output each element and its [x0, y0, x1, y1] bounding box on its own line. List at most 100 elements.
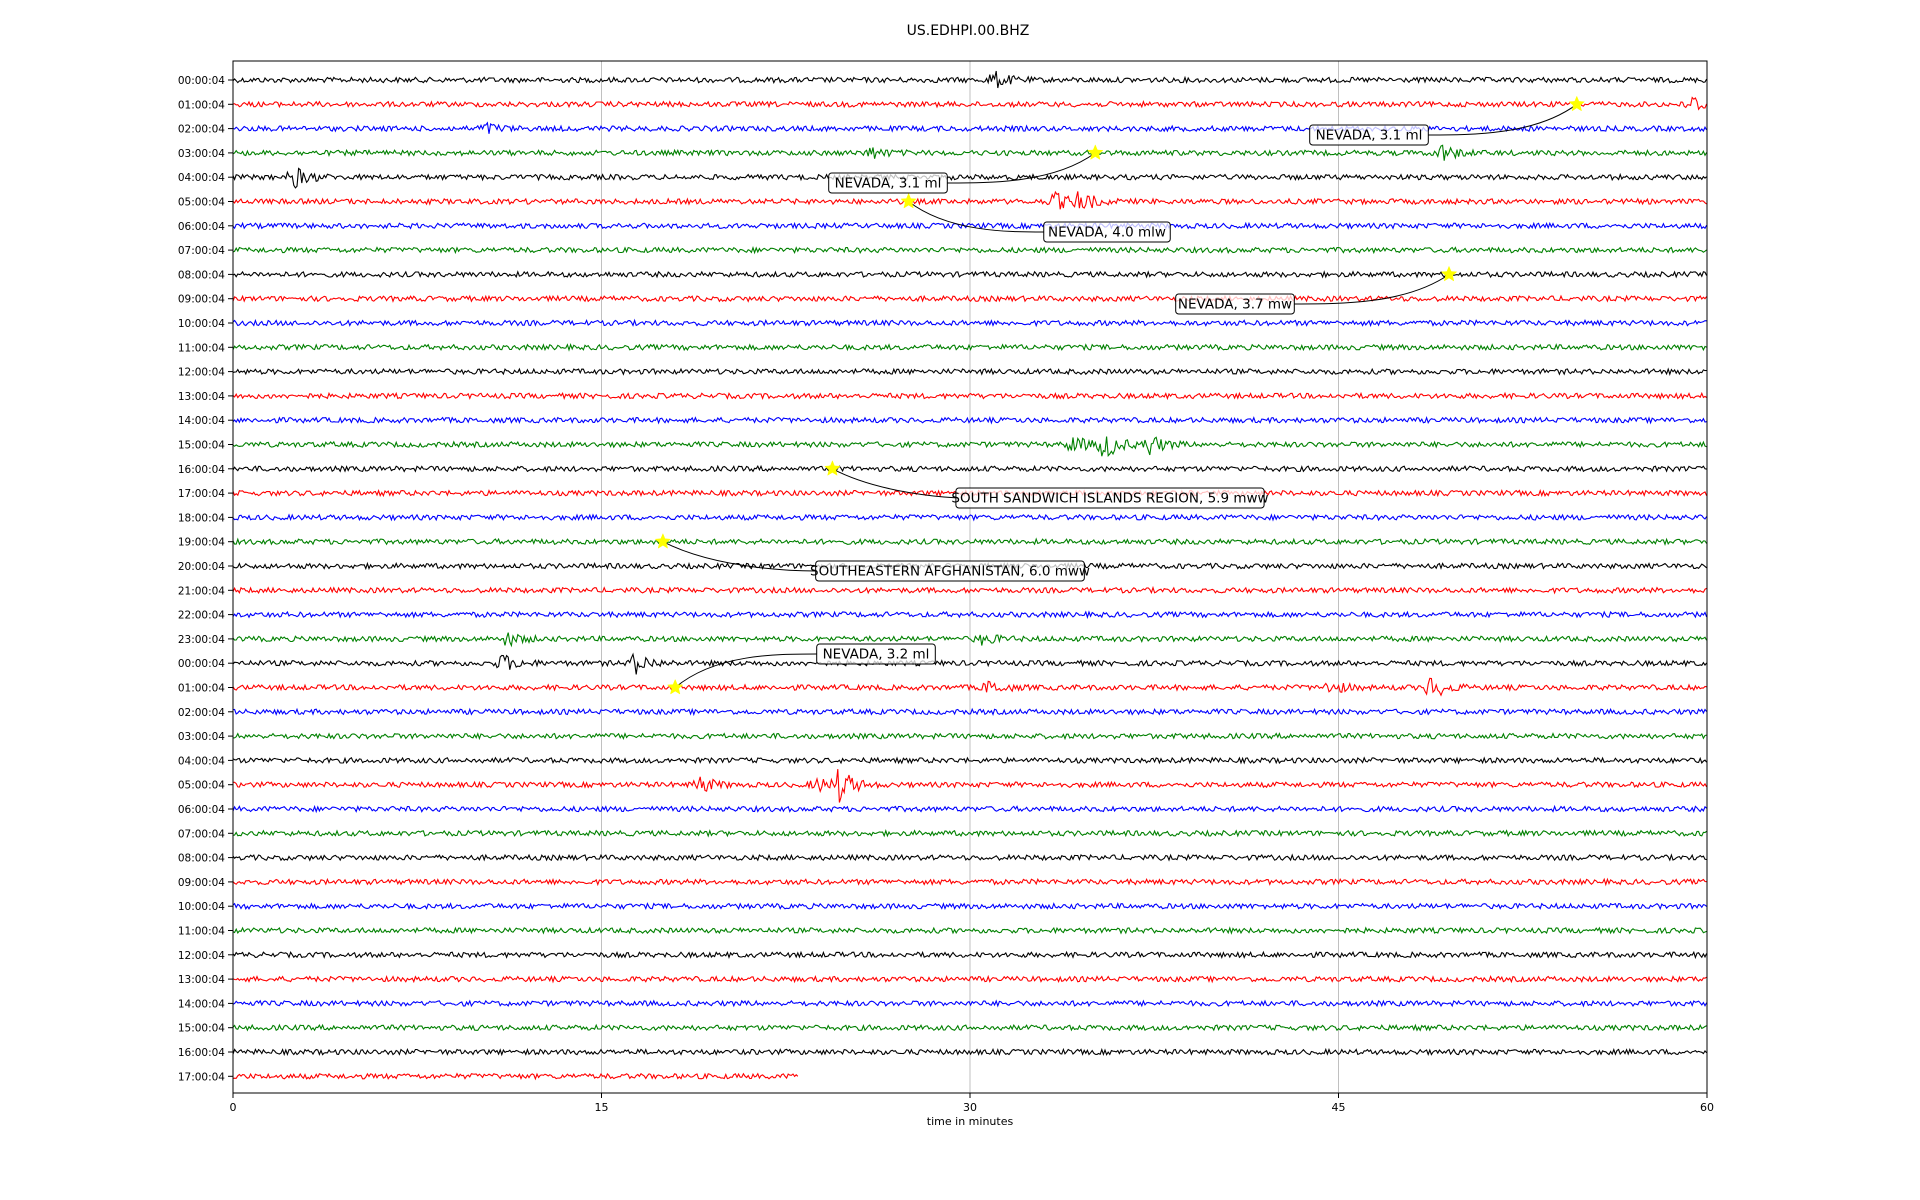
row-time-label: 06:00:04 — [178, 804, 225, 816]
event-annotation: NEVADA, 3.7 mw — [1175, 265, 1458, 315]
trace-row — [232, 804, 1707, 814]
trace-row — [232, 270, 1708, 279]
x-tick-label: 15 — [595, 1101, 609, 1114]
row-time-label: 15:00:04 — [178, 440, 225, 452]
x-axis-ticks: 0 15 30 45 60 — [230, 1093, 1714, 1114]
row-time-label: 03:00:04 — [178, 731, 225, 743]
trace-row — [232, 974, 1707, 984]
trace-row — [232, 1047, 1708, 1057]
event-connector — [908, 201, 1044, 233]
row-time-label: 10:00:04 — [178, 901, 225, 913]
row-time-label: 01:00:04 — [178, 683, 225, 695]
trace-row — [232, 343, 1707, 352]
x-axis-label: time in minutes — [927, 1115, 1014, 1128]
row-time-label: 23:00:04 — [178, 634, 225, 646]
event-label-box — [815, 560, 1085, 582]
row-time-label: 00:00:04 — [178, 75, 225, 87]
event-star-marker — [654, 533, 672, 549]
event-label: NEVADA, 3.7 mw — [1178, 297, 1292, 313]
event-star-marker — [824, 460, 841, 476]
trace-row — [232, 190, 1707, 210]
trace-row — [232, 367, 1707, 376]
trace-row — [232, 436, 1707, 458]
trace-row — [232, 999, 1708, 1008]
row-time-label: 20:00:04 — [178, 561, 225, 573]
x-tick-label: 0 — [230, 1101, 237, 1114]
event-star-marker — [1440, 265, 1458, 282]
event-label-box — [1175, 293, 1295, 315]
plot-frame — [232, 60, 1708, 1094]
event-label: NEVADA, 4.0 mlw — [1048, 225, 1166, 241]
trace-row — [232, 632, 1708, 648]
row-time-label: 02:00:04 — [178, 707, 225, 719]
event-label: NEVADA, 3.1 ml — [1316, 128, 1423, 144]
trace-row — [232, 926, 1707, 935]
trace-row — [232, 294, 1708, 303]
event-label: SOUTHEASTERN AFGHANISTAN, 6.0 mww — [810, 564, 1090, 580]
row-time-label: 06:00:04 — [178, 221, 225, 233]
trace-row — [232, 877, 1707, 887]
event-annotation: NEVADA, 4.0 mlw — [900, 192, 1171, 243]
event-star-marker — [1087, 144, 1104, 160]
event-label: NEVADA, 3.2 ml — [823, 647, 930, 663]
x-tick-label: 30 — [963, 1101, 977, 1114]
row-time-label: 13:00:04 — [178, 391, 225, 403]
x-tick-label: 45 — [1332, 1101, 1346, 1114]
row-time-label: 08:00:04 — [178, 853, 225, 865]
trace-row — [232, 828, 1707, 838]
trace-row — [232, 707, 1708, 717]
event-label-box — [828, 172, 948, 194]
row-time-label: 07:00:04 — [178, 828, 225, 840]
event-label-box — [955, 487, 1265, 509]
event-star-marker — [1568, 95, 1586, 112]
row-time-label: 09:00:04 — [178, 294, 225, 306]
row-time-label: 08:00:04 — [178, 269, 225, 281]
event-label: NEVADA, 3.1 ml — [835, 176, 942, 192]
trace-row — [232, 585, 1707, 595]
row-time-label: 16:00:04 — [178, 464, 225, 476]
event-annotation: SOUTH SANDWICH ISLANDS REGION, 5.9 mww — [824, 460, 1269, 509]
trace-row — [232, 391, 1707, 401]
event-annotation: NEVADA, 3.2 ml — [666, 643, 936, 695]
event-label: SOUTH SANDWICH ISLANDS REGION, 5.9 mww — [951, 491, 1268, 507]
row-time-label: 10:00:04 — [178, 318, 225, 330]
row-time-label: 17:00:04 — [178, 488, 225, 500]
trace-row — [232, 1072, 799, 1081]
row-time-label: 09:00:04 — [178, 877, 225, 889]
event-annotation: NEVADA, 3.1 ml — [828, 144, 1104, 194]
row-time-label: 19:00:04 — [178, 537, 225, 549]
event-annotations: NEVADA, 3.1 ml NEVADA, 3.1 ml NEVADA, 4.0 … — [654, 95, 1586, 695]
row-time-label: 21:00:04 — [178, 585, 225, 597]
trace-row — [232, 1023, 1707, 1032]
row-time-label: 05:00:04 — [178, 197, 225, 209]
event-connector — [674, 653, 817, 688]
x-tick-label: 60 — [1700, 1101, 1714, 1114]
row-time-label: 03:00:04 — [178, 148, 225, 160]
trace-row — [232, 221, 1708, 230]
row-time-label: 14:00:04 — [178, 998, 225, 1010]
event-connector — [1294, 273, 1450, 305]
row-time-label: 22:00:04 — [178, 610, 225, 622]
traces — [232, 70, 1708, 1081]
trace-row — [232, 902, 1707, 911]
row-time-label: 04:00:04 — [178, 755, 225, 767]
row-time-label: 12:00:04 — [178, 367, 225, 379]
trace-row — [232, 610, 1708, 620]
event-annotation: SOUTHEASTERN AFGHANISTAN, 6.0 mww — [654, 533, 1090, 582]
row-time-label: 02:00:04 — [178, 124, 225, 136]
event-label-box — [1043, 221, 1171, 243]
trace-row — [232, 415, 1707, 425]
row-time-labels: 00:00:04 01:00:04 02:00:04 03:00:04 04:00:04… — [178, 75, 233, 1083]
trace-row — [232, 853, 1707, 862]
event-annotation: NEVADA, 3.1 ml — [1309, 95, 1586, 146]
row-time-label: 17:00:04 — [178, 1071, 225, 1083]
trace-row — [232, 756, 1708, 765]
trace-row — [232, 732, 1707, 741]
trace-row — [232, 245, 1707, 255]
trace-row — [232, 144, 1708, 161]
row-time-label: 11:00:04 — [178, 926, 225, 938]
trace-row — [232, 167, 1707, 189]
trace-row — [232, 950, 1708, 960]
row-time-label: 01:00:04 — [178, 99, 225, 111]
event-star-marker — [900, 192, 917, 209]
